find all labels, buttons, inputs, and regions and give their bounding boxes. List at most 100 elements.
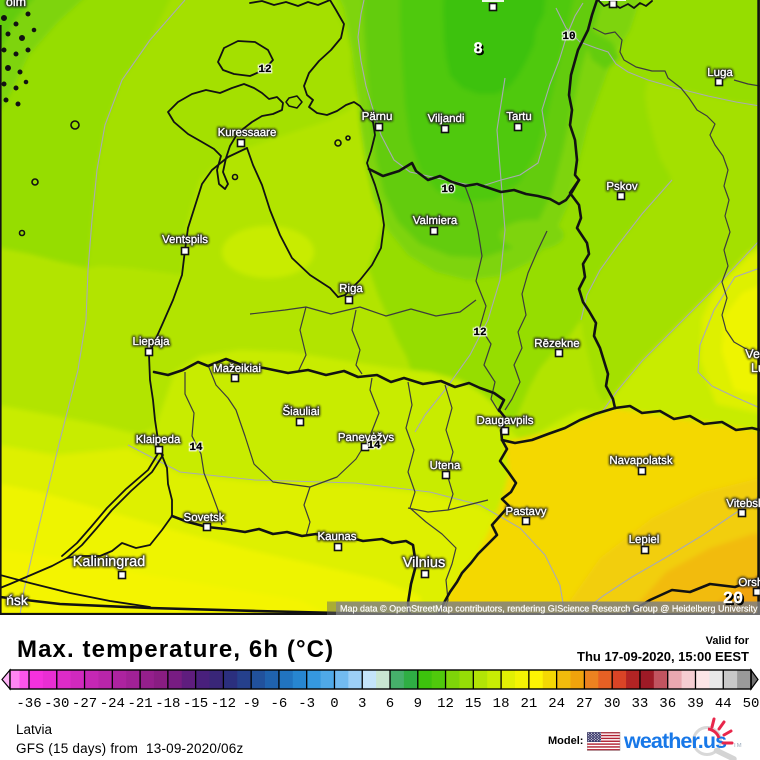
svg-text:15: 15 — [465, 696, 482, 712]
svg-text:27: 27 — [576, 696, 593, 712]
svg-text:21: 21 — [520, 696, 537, 712]
svg-text:Tartu: Tartu — [506, 111, 532, 123]
svg-text:ńsk: ńsk — [6, 592, 29, 608]
svg-text:Daugavpils: Daugavpils — [477, 415, 534, 427]
svg-text:Klaipeda: Klaipeda — [136, 434, 181, 446]
svg-text:ńsk: ńsk — [6, 592, 29, 608]
svg-text:-24: -24 — [100, 696, 125, 712]
svg-text:Pärnu: Pärnu — [362, 111, 393, 123]
svg-text:-36: -36 — [16, 696, 41, 712]
svg-text:14: 14 — [367, 440, 381, 452]
svg-text:14: 14 — [189, 442, 203, 454]
svg-text:Vilnius: Vilnius — [403, 555, 445, 571]
svg-text:Šiauliai: Šiauliai — [282, 404, 319, 418]
svg-text:Vel: Vel — [745, 347, 760, 361]
svg-text:10: 10 — [562, 31, 575, 43]
svg-text:Valmiera: Valmiera — [413, 215, 458, 227]
svg-text:Riga: Riga — [339, 283, 363, 295]
svg-text:36: 36 — [659, 696, 676, 712]
svg-text:-6: -6 — [271, 696, 288, 712]
svg-text:Liepája: Liepája — [132, 336, 170, 348]
svg-text:Ventspils: Ventspils — [162, 234, 208, 246]
svg-text:Pastavy: Pastavy — [506, 506, 547, 518]
svg-text:14: 14 — [367, 440, 381, 452]
svg-text:Rēzekne: Rēzekne — [534, 338, 579, 350]
svg-text:10: 10 — [441, 184, 454, 196]
svg-text:Kaliningrad: Kaliningrad — [73, 554, 146, 570]
svg-text:Utena: Utena — [430, 460, 461, 472]
svg-text:Lu: Lu — [751, 361, 760, 375]
svg-text:20: 20 — [725, 592, 745, 611]
svg-text:Mažeikiai: Mažeikiai — [213, 363, 261, 375]
svg-text:Pskov: Pskov — [606, 181, 638, 193]
svg-text:24: 24 — [548, 696, 565, 712]
svg-text:Panevėžys: Panevėžys — [338, 432, 395, 444]
svg-text:39: 39 — [687, 696, 704, 712]
svg-text:Liepája: Liepája — [132, 336, 170, 348]
svg-text:Vitebsk: Vitebsk — [726, 498, 760, 510]
svg-text:12: 12 — [473, 327, 486, 339]
svg-text:20: 20 — [723, 590, 743, 609]
svg-text:18: 18 — [493, 696, 510, 712]
svg-text:14: 14 — [189, 442, 203, 454]
svg-text:Pärnu: Pärnu — [362, 111, 393, 123]
svg-text:Lepiel: Lepiel — [629, 534, 660, 546]
svg-text:Daugavpils: Daugavpils — [477, 415, 534, 427]
svg-text:Luga: Luga — [707, 67, 733, 79]
svg-text:Lu: Lu — [751, 361, 760, 375]
svg-text:Vel: Vel — [745, 347, 760, 361]
svg-text:Riga: Riga — [339, 283, 363, 295]
svg-text:-15: -15 — [183, 696, 208, 712]
svg-text:-12: -12 — [211, 696, 236, 712]
svg-text:6: 6 — [386, 696, 394, 712]
svg-text:Vilnius: Vilnius — [403, 555, 445, 571]
svg-text:50: 50 — [743, 696, 760, 712]
svg-text:Kaunas: Kaunas — [317, 531, 356, 543]
svg-text:Kuressaare: Kuressaare — [218, 127, 277, 139]
svg-text:Navapolatsk: Navapolatsk — [609, 455, 673, 467]
svg-text:olm: olm — [6, 0, 26, 9]
svg-text:Lepiel: Lepiel — [629, 534, 660, 546]
svg-text:Map data © OpenStreetMap contr: Map data © OpenStreetMap contributors, r… — [340, 604, 758, 614]
svg-text:Sovetsk: Sovetsk — [184, 512, 225, 524]
svg-text:Panevėžys: Panevėžys — [338, 432, 395, 444]
svg-text:10: 10 — [562, 31, 575, 43]
svg-text:Viljandi: Viljandi — [428, 113, 465, 125]
svg-text:8: 8 — [473, 40, 483, 58]
svg-text:8: 8 — [475, 42, 485, 60]
svg-text:Vitebsk: Vitebsk — [726, 498, 760, 510]
svg-text:12: 12 — [473, 327, 486, 339]
svg-text:3: 3 — [358, 696, 366, 712]
svg-text:Kuressaare: Kuressaare — [218, 127, 277, 139]
svg-text:-18: -18 — [155, 696, 180, 712]
svg-text:Orsha: Orsha — [738, 577, 760, 589]
svg-text:Pskov: Pskov — [606, 181, 638, 193]
svg-text:Šiauliai: Šiauliai — [282, 404, 319, 418]
svg-text:Tartu: Tartu — [506, 111, 532, 123]
svg-text:Luga: Luga — [707, 67, 733, 79]
svg-text:0: 0 — [330, 696, 338, 712]
svg-text:12: 12 — [258, 64, 271, 76]
svg-text:-3: -3 — [298, 696, 315, 712]
svg-text:Kaunas: Kaunas — [317, 531, 356, 543]
svg-text:44: 44 — [715, 696, 732, 712]
svg-text:Navapolatsk: Navapolatsk — [609, 455, 673, 467]
svg-text:TM: TM — [733, 743, 742, 749]
svg-text:-30: -30 — [44, 696, 69, 712]
svg-text:Ventspils: Ventspils — [162, 234, 208, 246]
svg-text:Utena: Utena — [430, 460, 461, 472]
svg-text:Rēzekne: Rēzekne — [534, 338, 579, 350]
svg-text:10: 10 — [441, 184, 454, 196]
svg-text:9: 9 — [414, 696, 422, 712]
svg-text:Valmiera: Valmiera — [413, 215, 458, 227]
svg-text:Pastavy: Pastavy — [506, 506, 547, 518]
svg-text:Kaliningrad: Kaliningrad — [73, 554, 146, 570]
svg-text:-9: -9 — [243, 696, 260, 712]
svg-text:Orsha: Orsha — [738, 577, 760, 589]
svg-text:Viljandi: Viljandi — [428, 113, 465, 125]
svg-text:-27: -27 — [72, 696, 97, 712]
svg-text:-21: -21 — [127, 696, 152, 712]
svg-text:Klaipeda: Klaipeda — [136, 434, 181, 446]
svg-text:Mažeikiai: Mažeikiai — [213, 363, 261, 375]
svg-text:Sovetsk: Sovetsk — [184, 512, 225, 524]
